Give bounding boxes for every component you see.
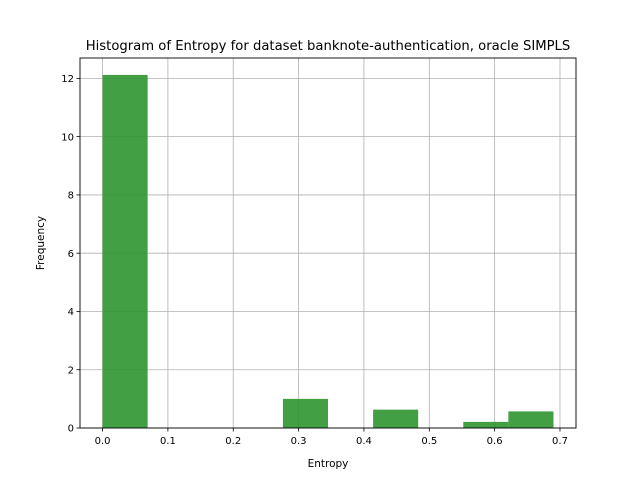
x-tick-label: 0.3 [291,436,307,447]
x-axis-label: Entropy [308,458,349,470]
x-tick-label: 0.6 [487,436,503,447]
x-tick-label: 0.1 [160,436,176,447]
y-tick-label: 10 [61,132,74,143]
y-tick-label: 6 [68,249,74,260]
x-tick-label: 0.0 [95,436,111,447]
y-tick-label: 12 [61,74,74,85]
histogram-bar [373,409,419,428]
y-tick-label: 4 [68,307,74,318]
x-tick-label: 0.4 [356,436,372,447]
x-axis-ticks: 0.0 0.1 0.2 0.3 0.4 0.5 0.6 0.7 [95,428,568,447]
plot-area [80,58,576,428]
plot-frame [79,57,577,429]
y-tick-label: 2 [68,365,74,376]
histogram-bar [282,398,328,428]
y-tick-label: 0 [68,424,74,435]
y-axis-ticks: 0 2 4 6 8 10 12 [61,74,80,435]
y-tick-label: 8 [68,191,74,202]
x-tick-label: 0.2 [225,436,241,447]
x-tick-label: 0.5 [421,436,437,447]
x-tick-label: 0.7 [552,436,568,447]
histogram-bar [508,411,554,428]
histogram-bar [102,74,148,428]
histogram-bars [102,74,554,428]
y-axis-label: Frequency [35,216,47,270]
histogram-bar [463,421,509,428]
chart-title: Histogram of Entropy for dataset banknot… [86,39,571,54]
